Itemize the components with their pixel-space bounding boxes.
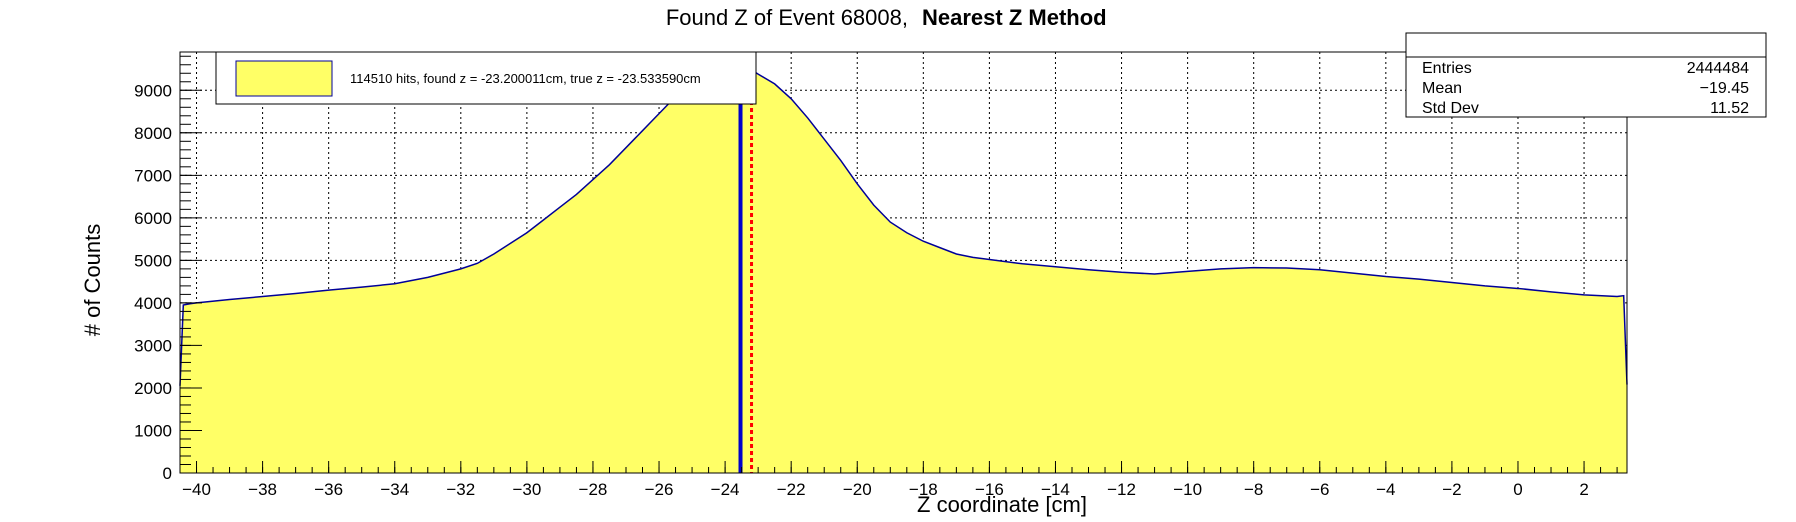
- stats-entries-value: 2444484: [1687, 60, 1749, 77]
- y-tick-label-1: 1000: [134, 421, 172, 440]
- x-tick-label-0: −40: [182, 480, 211, 499]
- x-tick-label-18: −4: [1376, 480, 1395, 499]
- y-tick-label-5: 5000: [134, 251, 172, 270]
- x-tick-label-10: −20: [843, 480, 872, 499]
- x-tick-label-19: −2: [1442, 480, 1461, 499]
- y-axis-ticks: 0 1000 2000 3000 4000 5000 6000 7000 8000 9000: [134, 55, 202, 483]
- z-markers: [738, 52, 754, 473]
- x-tick-label-3: −34: [380, 480, 409, 499]
- x-tick-label-2: −36: [314, 480, 343, 499]
- x-tick-label-5: −30: [512, 480, 541, 499]
- stats-entries-label: Entries: [1422, 60, 1472, 77]
- y-tick-label-9: 9000: [134, 81, 172, 100]
- stats-stddev-value: 11.52: [1710, 100, 1749, 117]
- x-tick-label-1: −38: [248, 480, 277, 499]
- x-tick-label-21: 2: [1579, 480, 1588, 499]
- x-tick-label-4: −32: [446, 480, 475, 499]
- x-tick-label-13: −14: [1041, 480, 1070, 499]
- chart-title: Found Z of Event 68008,: [666, 5, 908, 30]
- x-tick-label-6: −28: [579, 480, 608, 499]
- stats-box-frame: [1405, 32, 1767, 118]
- chart-title-method: Nearest Z Method: [922, 5, 1107, 30]
- y-tick-label-8: 8000: [134, 124, 172, 143]
- y-tick-label-2: 2000: [134, 379, 172, 398]
- stats-mean-value: −19.45: [1700, 80, 1749, 97]
- histogram-fill: [180, 69, 1627, 473]
- y-tick-label-0: 0: [163, 464, 172, 483]
- x-tick-label-12: −16: [975, 480, 1004, 499]
- x-tick-label-14: −12: [1107, 480, 1136, 499]
- stats-stddev-label: Std Dev: [1422, 100, 1479, 117]
- legend-swatch: [235, 60, 333, 97]
- plot-frame: [179, 51, 1628, 474]
- y-tick-label-4: 4000: [134, 294, 172, 313]
- x-tick-label-11: −18: [909, 480, 938, 499]
- y-tick-label-6: 6000: [134, 209, 172, 228]
- x-tick-label-17: −6: [1310, 480, 1329, 499]
- x-tick-label-20: 0: [1513, 480, 1522, 499]
- legend: 114510 hits, found z = -23.200011cm, tru…: [215, 51, 757, 105]
- x-tick-label-15: −10: [1173, 480, 1202, 499]
- legend-label: 114510 hits, found z = -23.200011cm, tru…: [350, 71, 701, 86]
- x-tick-label-7: −26: [645, 480, 674, 499]
- y-axis-title: # of Counts: [80, 224, 105, 337]
- histogram-outline: [179, 68, 1628, 386]
- x-tick-label-9: −22: [777, 480, 806, 499]
- x-axis-ticks: −40 −38 −36 −34 −32 −30 −28 −26 −24 −22 −20 −18 −16−…: [179, 461, 1618, 499]
- x-tick-label-8: −24: [711, 480, 740, 499]
- y-tick-label-3: 3000: [134, 336, 172, 355]
- y-tick-label-7: 7000: [134, 166, 172, 185]
- x-tick-label-16: −8: [1244, 480, 1263, 499]
- x-axis-title: Z coordinate [cm]: [917, 492, 1087, 517]
- stats-box: Entries 2444484 Mean −19.45 Std Dev 11.5…: [1405, 32, 1767, 118]
- stats-mean-label: Mean: [1422, 80, 1462, 97]
